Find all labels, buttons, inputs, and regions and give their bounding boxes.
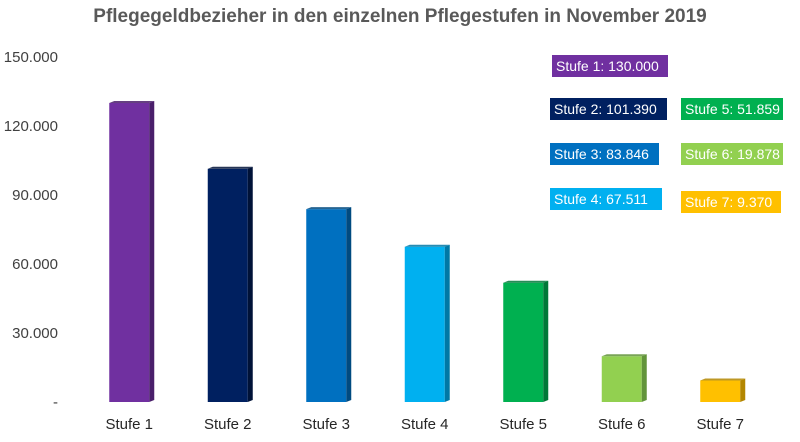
bar-top — [503, 280, 549, 283]
bar-front — [109, 103, 150, 402]
bar — [306, 207, 352, 402]
y-tick-label: 120.000 — [4, 118, 58, 135]
value-box-bg — [681, 98, 783, 120]
value-box-bg — [550, 143, 659, 165]
bar-top — [306, 207, 352, 210]
x-tick-label: Stufe 5 — [499, 416, 547, 433]
value-box-label: Stufe 1: 130.000 — [556, 58, 659, 74]
bar-front — [404, 246, 445, 402]
bar-front — [306, 209, 347, 402]
chart-title: Pflegegeldbezieher in den einzelnen Pfle… — [93, 6, 707, 27]
value-box-label: Stufe 6: 19.878 — [685, 146, 780, 162]
bar-top — [109, 101, 155, 103]
value-box-bg — [681, 191, 781, 213]
y-axis: - 30.000 60.000 90.000 120.000 150.000 — [4, 49, 58, 411]
bar — [207, 166, 253, 402]
bar-top — [207, 166, 253, 169]
value-box-bg — [550, 188, 662, 210]
x-axis: Stufe 1 Stufe 2 Stufe 3 Stufe 4 Stufe 5 Stufe… — [105, 416, 744, 433]
bar-side — [444, 244, 450, 402]
x-tick-label: Stufe 7 — [696, 416, 744, 433]
bar-side — [740, 378, 746, 402]
y-tick-label: 90.000 — [12, 187, 58, 204]
value-box: Stufe 2: 101.390 — [550, 98, 667, 120]
value-box: Stufe 6: 19.878 — [681, 143, 783, 165]
bar-side — [149, 101, 155, 402]
bar — [601, 354, 647, 402]
value-box-label: Stufe 5: 51.859 — [685, 101, 780, 117]
bar-side — [641, 354, 647, 402]
value-box-bg — [552, 55, 668, 77]
y-tick-label: - — [53, 394, 58, 411]
value-box: Stufe 5: 51.859 — [681, 98, 783, 120]
bar-top — [700, 378, 746, 381]
bar-top — [601, 354, 647, 357]
bar — [109, 101, 155, 402]
bar-side — [247, 166, 253, 402]
value-annotations: Stufe 1: 130.000 Stufe 2: 101.390 Stufe 5:… — [550, 55, 783, 213]
bar — [700, 378, 746, 402]
value-box-bg — [681, 143, 783, 165]
bar — [503, 280, 549, 402]
value-box: Stufe 3: 83.846 — [550, 143, 659, 165]
x-tick-label: Stufe 1 — [105, 416, 153, 433]
value-box: Stufe 7: 9.370 — [681, 191, 781, 213]
bar-front — [207, 168, 248, 402]
x-tick-label: Stufe 2 — [204, 416, 252, 433]
bars — [109, 101, 746, 402]
bar-top — [404, 244, 450, 247]
bar-front — [700, 380, 741, 402]
x-tick-label: Stufe 6 — [598, 416, 646, 433]
y-tick-label: 60.000 — [12, 256, 58, 273]
x-tick-label: Stufe 4 — [401, 416, 449, 433]
value-box-label: Stufe 7: 9.370 — [685, 194, 772, 210]
bar-front — [503, 282, 544, 402]
bar-front — [601, 356, 642, 402]
bar-side — [346, 207, 352, 402]
value-box-label: Stufe 4: 67.511 — [554, 191, 648, 207]
bar-side — [543, 280, 549, 402]
y-tick-label: 150.000 — [4, 49, 58, 66]
bar — [404, 244, 450, 402]
value-box-bg — [550, 98, 667, 120]
value-box: Stufe 1: 130.000 — [552, 55, 668, 77]
value-box-label: Stufe 3: 83.846 — [554, 146, 649, 162]
y-tick-label: 30.000 — [12, 325, 58, 342]
x-tick-label: Stufe 3 — [302, 416, 350, 433]
value-box: Stufe 4: 67.511 — [550, 188, 662, 210]
value-box-label: Stufe 2: 101.390 — [554, 101, 657, 117]
